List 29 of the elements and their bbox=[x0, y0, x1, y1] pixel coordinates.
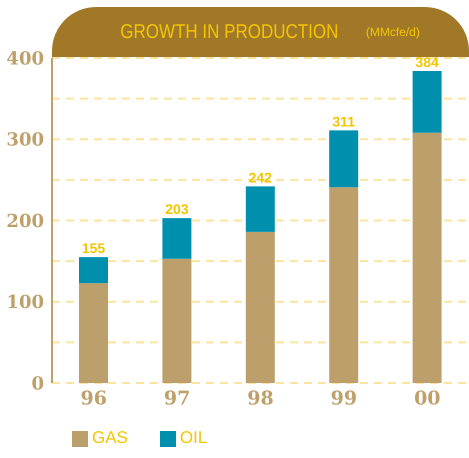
bar bbox=[246, 186, 275, 232]
x-tick-label: 00 bbox=[414, 387, 441, 410]
bar bbox=[412, 132, 442, 383]
y-tick-label: 0 bbox=[31, 373, 44, 394]
chart-title: GROWTH IN PRODUCTION bbox=[120, 20, 339, 44]
bar bbox=[246, 232, 275, 383]
total-label: 203 bbox=[165, 201, 189, 218]
x-tick-label: 98 bbox=[247, 387, 274, 410]
total-label: 242 bbox=[248, 169, 272, 186]
bar bbox=[329, 187, 358, 383]
bar bbox=[162, 258, 192, 383]
bar bbox=[79, 257, 108, 284]
y-tick-label: 100 bbox=[6, 292, 44, 314]
bar bbox=[162, 218, 192, 259]
x-tick-label: 97 bbox=[164, 387, 190, 410]
total-label: 311 bbox=[332, 113, 356, 130]
legend-label: GAS bbox=[92, 428, 128, 447]
total-label: 155 bbox=[82, 240, 106, 256]
x-tick-label: 96 bbox=[80, 387, 107, 410]
bar bbox=[79, 283, 108, 383]
y-tick-label: 400 bbox=[6, 48, 44, 70]
x-tick-label: 99 bbox=[330, 387, 358, 410]
y-tick-label: 200 bbox=[6, 210, 44, 232]
y-tick-label: 300 bbox=[6, 130, 44, 151]
total-label: 384 bbox=[415, 54, 439, 70]
chart-subtitle: (MMcfe/d) bbox=[366, 25, 420, 39]
bar bbox=[329, 130, 358, 188]
bar bbox=[412, 71, 442, 133]
legend-label: OIL bbox=[180, 428, 208, 447]
